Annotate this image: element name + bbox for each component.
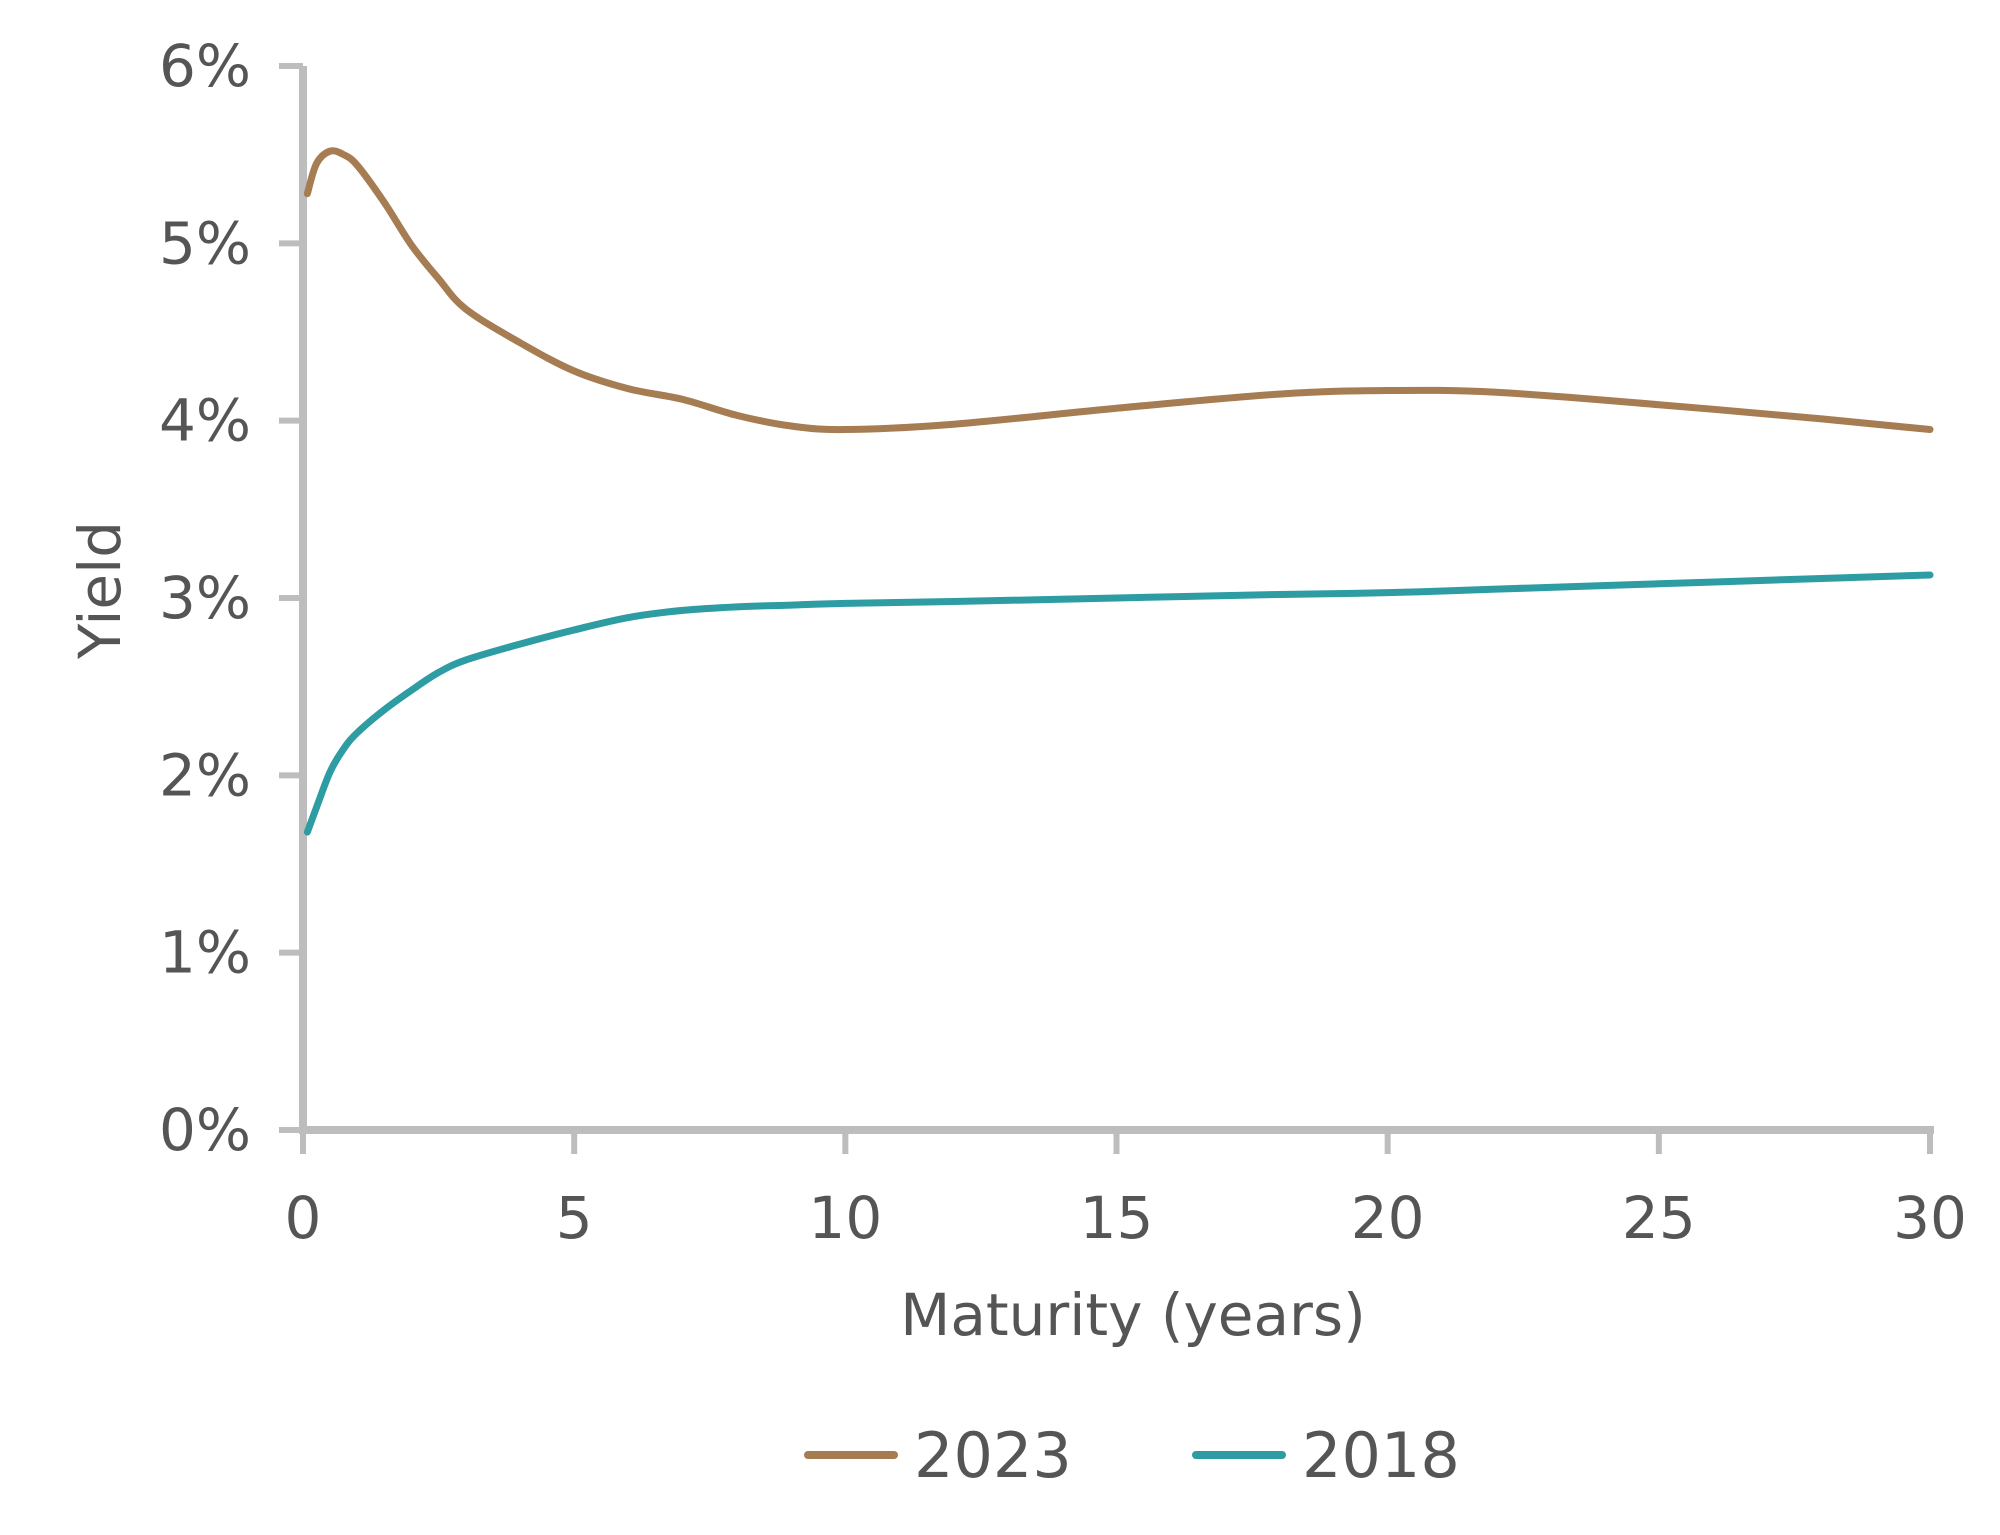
x-tick-label: 30 [1893,1184,1967,1252]
axes: 0% 1% 2% 3% 4% 5% 6% 0 5 10 15 20 25 30 [159,32,1967,1252]
y-tick-label: 1% [159,919,251,987]
y-tick-label: 2% [159,741,251,809]
y-tick-label: 3% [159,564,251,632]
y-tick-label: 6% [159,32,251,100]
legend-label-2023: 2023 [914,1419,1072,1492]
x-tick-label: 10 [808,1184,882,1252]
series-line-2018 [303,571,1934,836]
y-tick-label: 5% [159,209,251,277]
y-tick-label: 0% [159,1096,251,1164]
x-tick-label: 15 [1080,1184,1154,1252]
x-tick-label: 25 [1622,1184,1696,1252]
legend-label-2018: 2018 [1302,1419,1460,1492]
series-line-2023 [303,147,1934,434]
series-layer [303,147,1934,836]
x-axis-title: Maturity (years) [900,1281,1365,1349]
x-tick-label: 0 [285,1184,322,1252]
y-axis-title: Yield [66,521,134,660]
x-tick-label: 20 [1351,1184,1425,1252]
legend: 2023 2018 [804,1419,1460,1492]
y-tick-label: 4% [159,387,251,455]
x-tick-label: 5 [556,1184,593,1252]
